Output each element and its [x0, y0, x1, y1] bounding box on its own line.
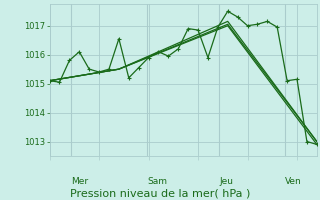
Text: Pression niveau de la mer( hPa ): Pression niveau de la mer( hPa )	[70, 188, 250, 198]
Text: Sam: Sam	[147, 177, 167, 186]
Text: Jeu: Jeu	[219, 177, 233, 186]
Text: Mer: Mer	[71, 177, 88, 186]
Text: Ven: Ven	[285, 177, 301, 186]
